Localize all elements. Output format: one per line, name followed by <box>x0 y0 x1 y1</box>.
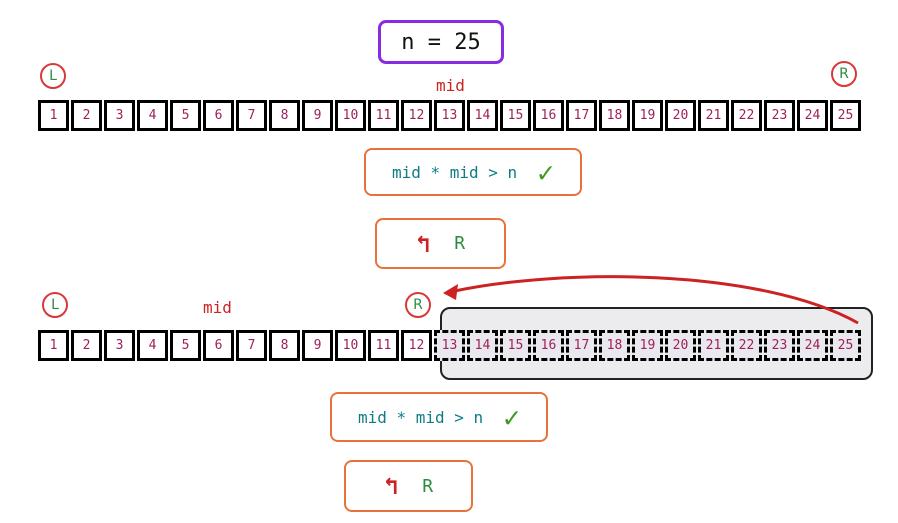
left-pointer-2: L <box>42 292 68 318</box>
array-cell: 16 <box>533 330 564 361</box>
action-box-2: ↰ R <box>344 460 473 512</box>
array-cell: 8 <box>269 330 300 361</box>
array-cell: 5 <box>170 100 201 131</box>
n-value-label: n = 25 <box>401 29 481 55</box>
array-cell: 12 <box>401 330 432 361</box>
array-row-1: 1 2 3 4 5 6 7 8 9 10 11 12 13 14 15 16 17 18 19 20 21 22 23 24 2… <box>38 100 861 131</box>
array-cell: 2 <box>71 100 102 131</box>
array-cell: 24 <box>797 330 828 361</box>
array-cell: 18 <box>599 330 630 361</box>
array-cell: 8 <box>269 100 300 131</box>
array-cell: 19 <box>632 330 663 361</box>
array-cell: 24 <box>797 100 828 131</box>
array-cell: 7 <box>236 330 267 361</box>
left-pointer-1: L <box>40 63 66 89</box>
array-cell: 19 <box>632 100 663 131</box>
array-cell: 14 <box>467 100 498 131</box>
array-cell: 20 <box>665 330 696 361</box>
array-cell: 23 <box>764 100 795 131</box>
array-cell: 5 <box>170 330 201 361</box>
array-cell: 17 <box>566 100 597 131</box>
array-cell: 14 <box>467 330 498 361</box>
array-cell: 10 <box>335 100 366 131</box>
array-cell: 7 <box>236 100 267 131</box>
condition-text-1: mid * mid > n <box>391 162 518 182</box>
array-cell: 12 <box>401 100 432 131</box>
array-cell: 1 <box>38 330 69 361</box>
array-cell: 18 <box>599 100 630 131</box>
array-cell: 9 <box>302 330 333 361</box>
array-cell: 1 <box>38 100 69 131</box>
array-cell: 10 <box>335 330 366 361</box>
array-cell: 22 <box>731 330 762 361</box>
array-cell: 6 <box>203 100 234 131</box>
array-cell: 22 <box>731 100 762 131</box>
array-cell: 4 <box>137 100 168 131</box>
array-cell: 20 <box>665 100 696 131</box>
array-cell: 23 <box>764 330 795 361</box>
array-cell: 9 <box>302 100 333 131</box>
array-cell: 25 <box>830 330 861 361</box>
condition-text-2: mid * mid > n <box>357 407 484 427</box>
array-cell: 15 <box>500 100 531 131</box>
array-cell: 25 <box>830 100 861 131</box>
array-cell: 13 <box>434 330 465 361</box>
array-cell: 13 <box>434 100 465 131</box>
array-cell: 16 <box>533 100 564 131</box>
array-cell: 6 <box>203 330 234 361</box>
array-cell: 3 <box>104 330 135 361</box>
array-cell: 3 <box>104 100 135 131</box>
mid-label-2: mid <box>203 298 232 317</box>
right-pointer-2: R <box>405 292 431 318</box>
array-cell: 11 <box>368 330 399 361</box>
array-cell: 21 <box>698 100 729 131</box>
array-cell: 15 <box>500 330 531 361</box>
check-icon: ✓ <box>503 400 521 434</box>
n-value-box: n = 25 <box>378 20 504 64</box>
array-cell: 4 <box>137 330 168 361</box>
array-cell: 11 <box>368 100 399 131</box>
check-icon: ✓ <box>537 155 555 189</box>
array-cell: 17 <box>566 330 597 361</box>
right-pointer-1: R <box>831 61 857 87</box>
mid-label-1: mid <box>436 76 465 95</box>
action-target-1: R <box>454 233 466 254</box>
move-left-arrow-icon: ↰ <box>415 229 431 258</box>
array-cell: 21 <box>698 330 729 361</box>
condition-box-2: mid * mid > n ✓ <box>330 392 548 442</box>
action-box-1: ↰ R <box>375 218 506 269</box>
condition-box-1: mid * mid > n ✓ <box>364 148 582 196</box>
action-target-2: R <box>422 475 434 497</box>
array-cell: 2 <box>71 330 102 361</box>
array-row-2: 1 2 3 4 5 6 7 8 9 10 11 12 13 14 15 16 17 18 19 20 21 22 23 24 2… <box>38 330 861 361</box>
move-left-arrow-icon: ↰ <box>383 472 399 500</box>
